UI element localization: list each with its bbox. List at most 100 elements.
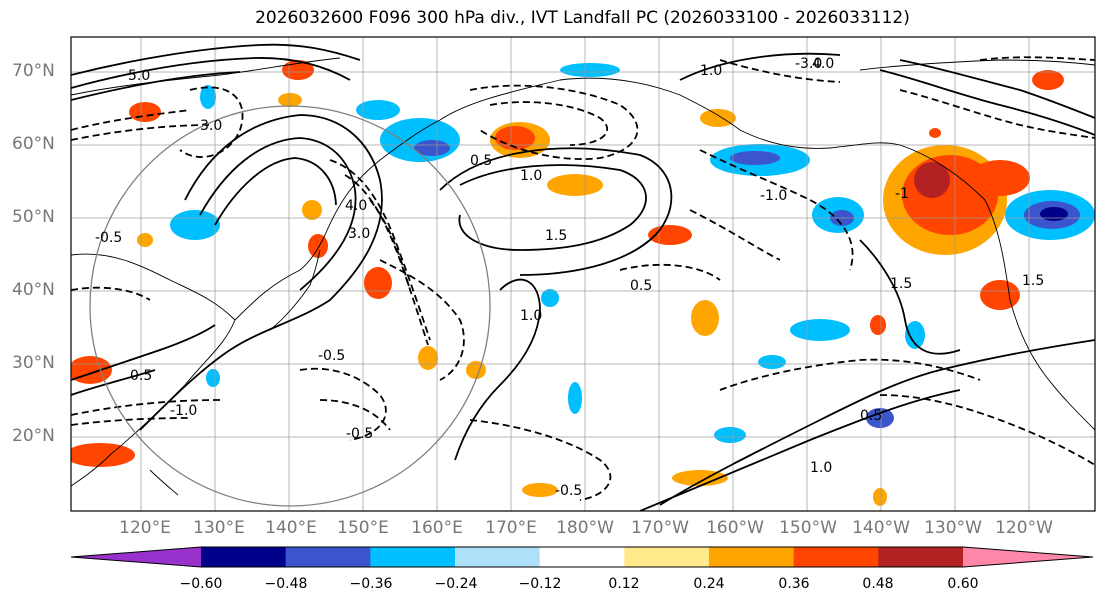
positive-div-blob <box>522 483 558 497</box>
positive-div-blob <box>980 280 1020 310</box>
contour-label: 1.5 <box>890 276 912 292</box>
lat-label: 30°N <box>12 353 55 373</box>
contour-label: -0.5 <box>555 483 582 499</box>
contour-labels: 5.0 4.0 3.0 1.5 1.0 0.5 -0.5 -1.0 1.5 -3… <box>95 56 1044 499</box>
contour-label: -0.5 <box>95 230 122 246</box>
contour-label: 1.5 <box>545 228 567 244</box>
positive-div-blob <box>1032 70 1064 90</box>
contour-label: 1.0 <box>700 63 722 79</box>
range-circle <box>89 105 491 507</box>
positive-div-blob <box>970 160 1030 196</box>
colorbar-tick-label: −0.36 <box>349 576 393 592</box>
lat-label: 70°N <box>12 61 55 81</box>
lat-label: 40°N <box>12 280 55 300</box>
positive-div-blob <box>302 200 322 220</box>
negative-contours <box>71 56 1095 501</box>
lon-label: 130°E <box>193 518 245 538</box>
positive-div-blob <box>308 234 328 258</box>
lon-label: 160°W <box>706 518 764 538</box>
colorbar-tick-label: 0.36 <box>778 576 810 592</box>
divergence-shading <box>71 60 1095 506</box>
coastlines <box>71 57 1095 496</box>
contour-label: -1 <box>895 186 909 202</box>
positive-div-blob <box>700 109 736 127</box>
positive-div-blob <box>547 174 603 196</box>
contour-label: 4.0 <box>812 56 834 72</box>
colorbar-bin <box>285 547 371 567</box>
positive-div-blob <box>71 356 112 384</box>
contour-label: 0.5 <box>130 368 152 384</box>
colorbar-bin <box>878 547 964 567</box>
colorbar <box>70 546 1094 568</box>
colorbar-bin <box>793 547 879 567</box>
positive-div-blob <box>137 233 153 247</box>
contour-label: -0.5 <box>318 348 345 364</box>
negative-div-blob <box>356 100 400 120</box>
positive-div-blob <box>71 443 135 467</box>
lat-label: 20°N <box>12 426 55 446</box>
positive-div-blob <box>278 93 302 107</box>
colorbar-tick-label: −0.24 <box>434 576 478 592</box>
negative-div-blob <box>714 427 746 443</box>
lon-label: 150°W <box>779 518 837 538</box>
positive-div-blob <box>914 162 950 198</box>
colorbar-bin <box>624 547 710 567</box>
lon-label: 120°E <box>119 518 171 538</box>
positive-div-blob <box>364 267 392 299</box>
colorbar-tick-label: 0.48 <box>862 576 894 592</box>
positive-div-blob <box>870 315 886 335</box>
contour-label: 0.5 <box>630 278 652 294</box>
negative-div-blob <box>790 319 850 341</box>
colorbar-tick-label: −0.12 <box>518 576 562 592</box>
negative-div-blob <box>1040 207 1068 221</box>
negative-div-blob <box>541 289 559 307</box>
contour-label: 1.0 <box>810 460 832 476</box>
positive-div-blob <box>129 102 161 122</box>
negative-div-blob <box>866 408 894 428</box>
contour-label: -3.0 <box>795 56 822 72</box>
map-title: 2026032600 F096 300 hPa div., IVT Landfa… <box>255 8 910 28</box>
negative-div-blob <box>206 369 220 387</box>
contour-label: 0.5 <box>470 153 492 169</box>
contour-label: 5.0 <box>128 68 150 84</box>
colorbar-bin <box>201 547 287 567</box>
lon-label: 160°E <box>411 518 463 538</box>
contour-label: 1.0 <box>520 308 542 324</box>
contour-label: 0.5 <box>860 408 882 424</box>
contour-label: 3.0 <box>348 226 370 242</box>
negative-div-blob <box>170 210 220 240</box>
positive-div-blob <box>929 128 941 138</box>
contour-label: -0.5 <box>346 426 373 442</box>
positive-div-blob <box>873 488 887 506</box>
colorbar-tick-label: 0.12 <box>608 576 640 592</box>
negative-div-blob <box>380 118 460 162</box>
colorbar-tick-label: −0.60 <box>179 576 223 592</box>
contour-label: 3.0 <box>200 118 222 134</box>
colorbar-tick-label: −0.48 <box>264 576 308 592</box>
negative-div-blob <box>414 140 450 156</box>
negative-div-blob <box>568 382 582 414</box>
lat-label: 50°N <box>12 207 55 227</box>
map-plot-area: 5.0 4.0 3.0 1.5 1.0 0.5 -0.5 -1.0 1.5 -3… <box>71 37 1095 511</box>
lon-label: 140°W <box>852 518 910 538</box>
lon-label: 150°E <box>337 518 389 538</box>
lon-label: 180°W <box>556 518 614 538</box>
positive-div-blob <box>691 300 719 336</box>
positive-contours <box>71 43 1095 511</box>
negative-div-blob <box>560 63 620 77</box>
colorbar-tick-label: 0.24 <box>693 576 725 592</box>
lon-label: 170°W <box>631 518 689 538</box>
colorbar-bin <box>370 547 456 567</box>
lat-label: 60°N <box>12 134 55 154</box>
lon-label: 130°W <box>924 518 982 538</box>
colorbar-tick-label: 0.60 <box>947 576 979 592</box>
lon-label: 120°W <box>995 518 1053 538</box>
negative-div-blob <box>200 85 216 109</box>
contour-label: 4.0 <box>345 198 367 214</box>
contour-label: -1.0 <box>170 403 197 419</box>
colorbar-extend-min <box>71 547 201 567</box>
negative-div-blob <box>730 151 780 165</box>
lon-label: 140°E <box>265 518 317 538</box>
colorbar-bin <box>709 547 795 567</box>
